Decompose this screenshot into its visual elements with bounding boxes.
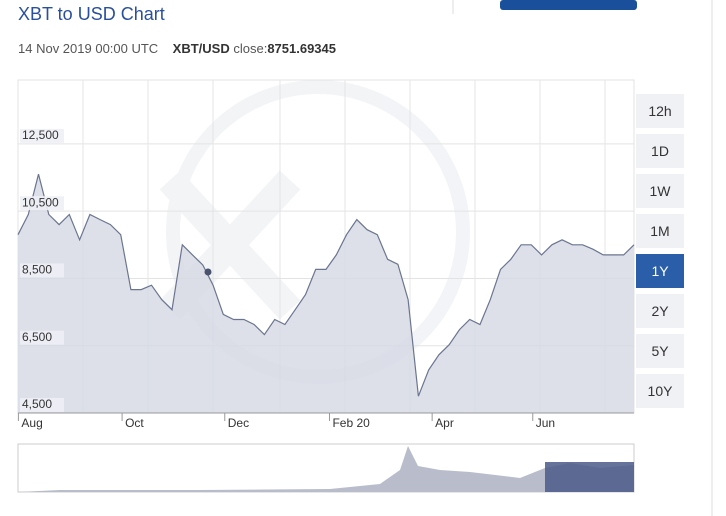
range-button[interactable]: 1M — [636, 214, 684, 248]
area — [18, 174, 634, 413]
top-button[interactable] — [500, 0, 637, 10]
close-value: 8751.69345 — [267, 41, 336, 56]
navigator-series — [18, 446, 634, 492]
info-line: 14 Nov 2019 00:00 UTC XBT/USD close:8751… — [18, 41, 336, 56]
date: 14 Nov 2019 00:00 UTC — [18, 41, 159, 56]
range-button[interactable]: 1W — [636, 174, 684, 208]
title: XBT to USD Chart — [18, 4, 165, 24]
range-button[interactable]: 2Y — [636, 294, 684, 328]
y-tick-label: 6,500 — [22, 330, 52, 344]
y-label-bg — [20, 128, 64, 143]
y-label-bg — [20, 263, 64, 278]
range-button[interactable]: 10Y — [636, 374, 684, 408]
navigator-window[interactable] — [545, 462, 634, 492]
x-tick-label: Oct — [125, 416, 144, 430]
range-button[interactable]: 1D — [636, 134, 684, 168]
hover-point — [204, 268, 212, 276]
close-label: close: — [233, 41, 268, 56]
range-button[interactable]: 1Y — [636, 254, 684, 288]
pair: XBT/USD — [172, 41, 230, 56]
x-tick-label: Aug — [21, 416, 42, 430]
x-tick-label: Jun — [536, 416, 555, 430]
y-tick-label: 10,500 — [22, 195, 59, 209]
range-button[interactable]: 12h — [636, 94, 684, 128]
x-tick-label: Apr — [435, 416, 454, 430]
y-tick-label: 4,500 — [22, 397, 52, 411]
y-label-bg — [20, 330, 64, 345]
y-tick-label: 8,500 — [22, 263, 52, 277]
range-button[interactable]: 5Y — [636, 334, 684, 368]
line — [17, 174, 635, 397]
y-label-bg — [20, 196, 64, 211]
x-tick-label: Feb 20 — [332, 416, 370, 430]
x-tick-label: Dec — [228, 416, 249, 430]
y-tick-label: 12,500 — [22, 128, 59, 142]
y-label-bg — [20, 398, 64, 412]
